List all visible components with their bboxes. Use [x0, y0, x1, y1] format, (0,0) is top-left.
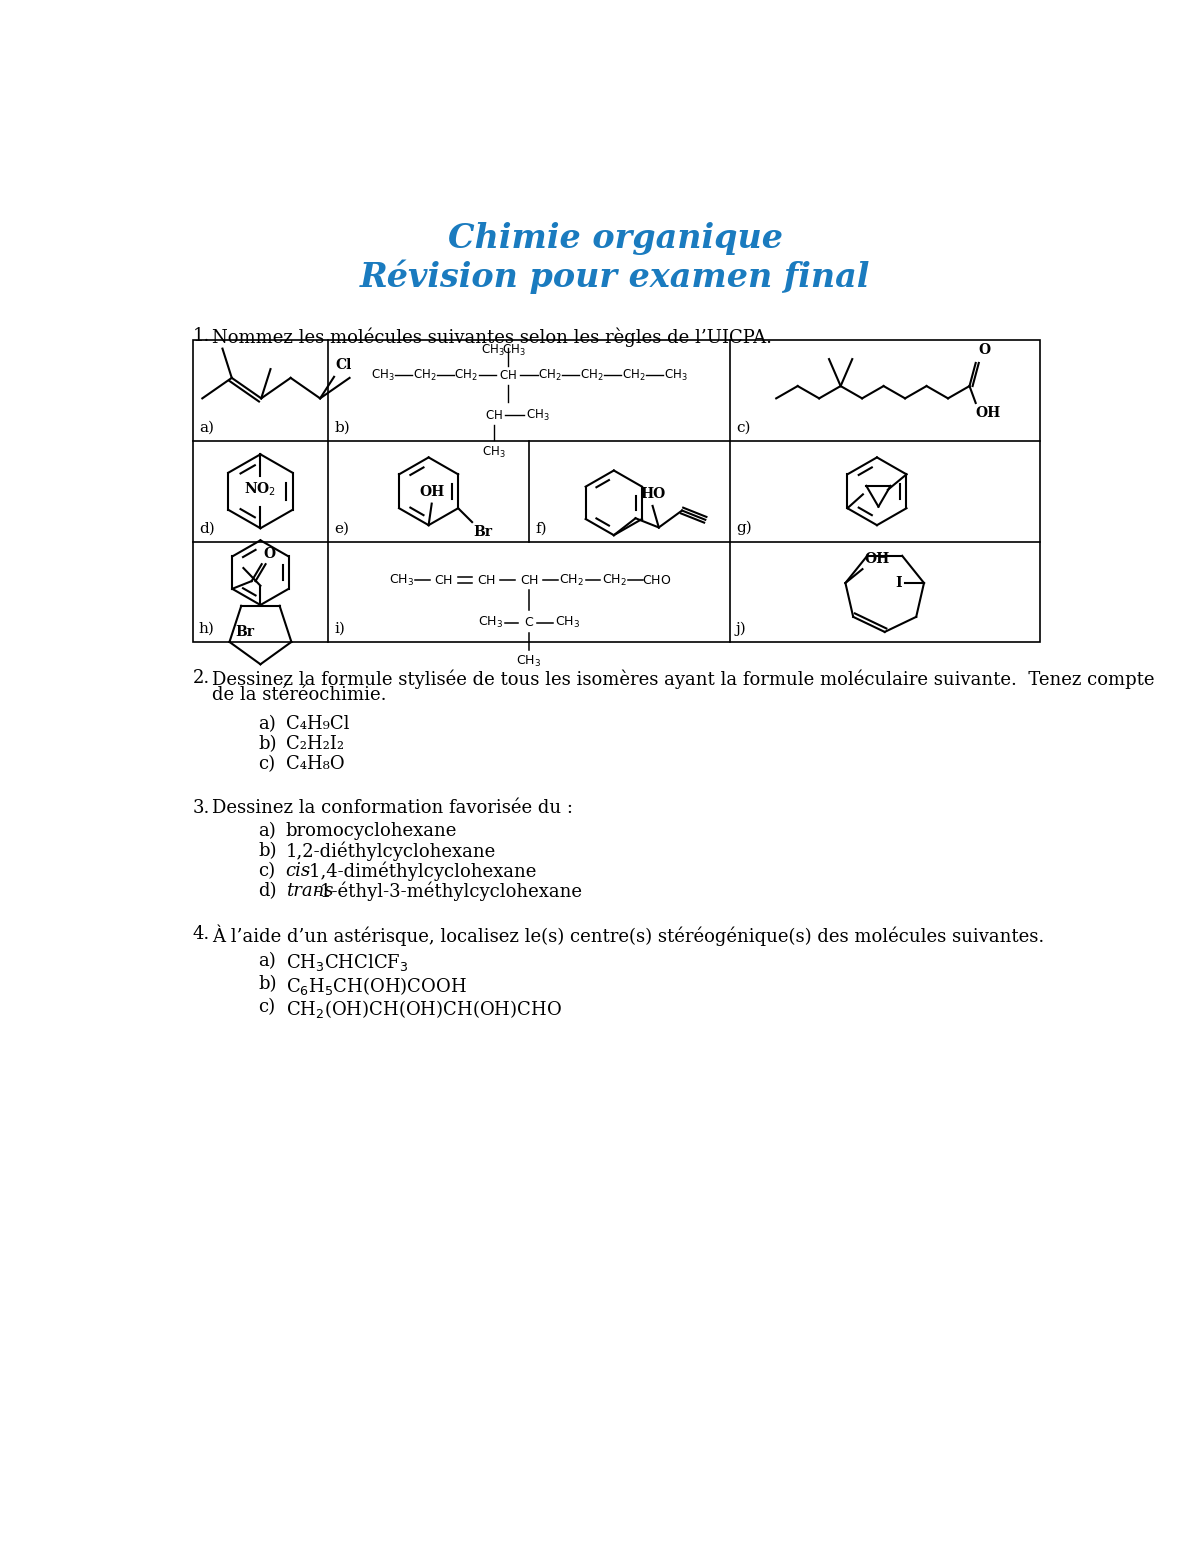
Text: a): a) [199, 421, 214, 435]
Text: i): i) [335, 623, 346, 637]
Text: cis: cis [286, 862, 311, 879]
Text: O: O [979, 343, 991, 357]
Text: Cl: Cl [336, 359, 352, 373]
Text: b): b) [258, 736, 277, 753]
Text: b): b) [258, 975, 277, 992]
Text: 1.: 1. [193, 328, 210, 345]
Text: c): c) [258, 999, 276, 1016]
Text: $\mathrm{CH}$: $\mathrm{CH}$ [499, 368, 517, 382]
Text: Dessinez la formule stylisée de tous les isomères ayant la formule moléculaire s: Dessinez la formule stylisée de tous les… [212, 669, 1154, 688]
Text: Nommez les molécules suivantes selon les règles de l’UICPA.: Nommez les molécules suivantes selon les… [212, 328, 772, 346]
Text: a): a) [258, 952, 276, 969]
Text: e): e) [335, 522, 349, 536]
Text: $\mathrm{CH}$: $\mathrm{CH}$ [520, 575, 539, 587]
Text: OH: OH [864, 551, 889, 565]
Text: C₄H₉Cl: C₄H₉Cl [286, 716, 349, 733]
Text: a): a) [258, 716, 276, 733]
Text: $\mathrm{CH_2}$: $\mathrm{CH_2}$ [622, 368, 646, 384]
Text: $\mathrm{CH}$: $\mathrm{CH}$ [476, 575, 496, 587]
Text: $\mathrm{C}$: $\mathrm{C}$ [524, 617, 534, 629]
Text: CH$_3$CHClCF$_3$: CH$_3$CHClCF$_3$ [286, 952, 408, 972]
Text: C$_6$H$_5$CH(OH)COOH: C$_6$H$_5$CH(OH)COOH [286, 975, 467, 997]
Text: bromocyclohexane: bromocyclohexane [286, 822, 457, 840]
Text: d): d) [258, 882, 277, 899]
Text: O: O [263, 547, 275, 561]
Text: $\mathrm{CH_2}$: $\mathrm{CH_2}$ [559, 573, 584, 589]
Text: g): g) [736, 522, 751, 536]
Text: I: I [895, 576, 902, 590]
Text: f): f) [535, 522, 547, 536]
Text: $\mathrm{CH_2}$: $\mathrm{CH_2}$ [601, 573, 626, 589]
Text: OH: OH [976, 405, 1001, 419]
Text: 1,2-diéthylcyclohexane: 1,2-diéthylcyclohexane [286, 842, 496, 860]
Text: $\mathrm{CHO}$: $\mathrm{CHO}$ [642, 575, 672, 587]
Text: $\mathrm{CH_3}$: $\mathrm{CH_3}$ [389, 573, 414, 589]
Text: j): j) [736, 621, 746, 637]
Text: Br: Br [235, 624, 254, 638]
Text: $\mathrm{CH_3}$: $\mathrm{CH_3}$ [664, 368, 688, 384]
Text: NO$_2$: NO$_2$ [245, 480, 276, 499]
Text: b): b) [335, 421, 350, 435]
Text: 2.: 2. [193, 669, 210, 686]
Text: $\mathrm{CH}$: $\mathrm{CH}$ [485, 408, 503, 422]
Text: Révision pour examen final: Révision pour examen final [360, 259, 870, 295]
Text: $\mathrm{CH}$: $\mathrm{CH}$ [434, 575, 454, 587]
Text: 3.: 3. [193, 798, 210, 817]
Text: $\mathrm{CH_3}$: $\mathrm{CH_3}$ [516, 654, 541, 669]
Text: c): c) [736, 421, 750, 435]
Text: HO: HO [640, 488, 665, 502]
Text: Br: Br [474, 525, 493, 539]
Text: c): c) [258, 755, 276, 773]
Text: C₄H₈O: C₄H₈O [286, 755, 344, 773]
Text: $\mathrm{CH_3}$: $\mathrm{CH_3}$ [482, 444, 506, 460]
Text: Chimie organique: Chimie organique [448, 222, 782, 255]
Text: c): c) [258, 862, 276, 879]
Text: -1,4-diméthylcyclohexane: -1,4-diméthylcyclohexane [304, 862, 536, 881]
Text: 4.: 4. [193, 924, 210, 943]
Text: $\mathrm{CH_3}$: $\mathrm{CH_3}$ [554, 615, 580, 631]
Text: À l’aide d’un astérisque, localisez le(s) centre(s) stéréogénique(s) des molécul: À l’aide d’un astérisque, localisez le(s… [212, 924, 1044, 946]
Text: -1-éthyl-3-méthylcyclohexane: -1-éthyl-3-méthylcyclohexane [314, 882, 583, 901]
Text: $\mathrm{CH_3}$: $\mathrm{CH_3}$ [371, 368, 395, 384]
Text: b): b) [258, 842, 277, 860]
Text: $\mathrm{CH_2}$: $\mathrm{CH_2}$ [538, 368, 562, 384]
Text: trans: trans [286, 882, 334, 899]
Text: d): d) [199, 522, 215, 536]
Text: OH: OH [419, 485, 444, 499]
Text: $\mathrm{CH_2}$: $\mathrm{CH_2}$ [580, 368, 604, 384]
Text: $\mathrm{CH_3}$: $\mathrm{CH_3}$ [502, 343, 526, 359]
Text: $\mathrm{CH_3}$: $\mathrm{CH_3}$ [478, 615, 503, 631]
Text: $\mathrm{CH_2}$: $\mathrm{CH_2}$ [413, 368, 436, 384]
Text: $\mathrm{CH_3}$: $\mathrm{CH_3}$ [526, 408, 550, 422]
Text: h): h) [199, 623, 215, 637]
Text: a): a) [258, 822, 276, 840]
Bar [193, 340, 1039, 643]
Text: Dessinez la conformation favorisée du :: Dessinez la conformation favorisée du : [212, 798, 574, 817]
Text: C₂H₂I₂: C₂H₂I₂ [286, 736, 343, 753]
Text: CH$_2$(OH)CH(OH)CH(OH)CHO: CH$_2$(OH)CH(OH)CH(OH)CHO [286, 999, 562, 1020]
Text: $\mathrm{CH_2}$: $\mathrm{CH_2}$ [455, 368, 478, 384]
Text: de la stéréochimie.: de la stéréochimie. [212, 686, 386, 704]
Text: $\mathrm{CH_3}$: $\mathrm{CH_3}$ [481, 343, 504, 359]
